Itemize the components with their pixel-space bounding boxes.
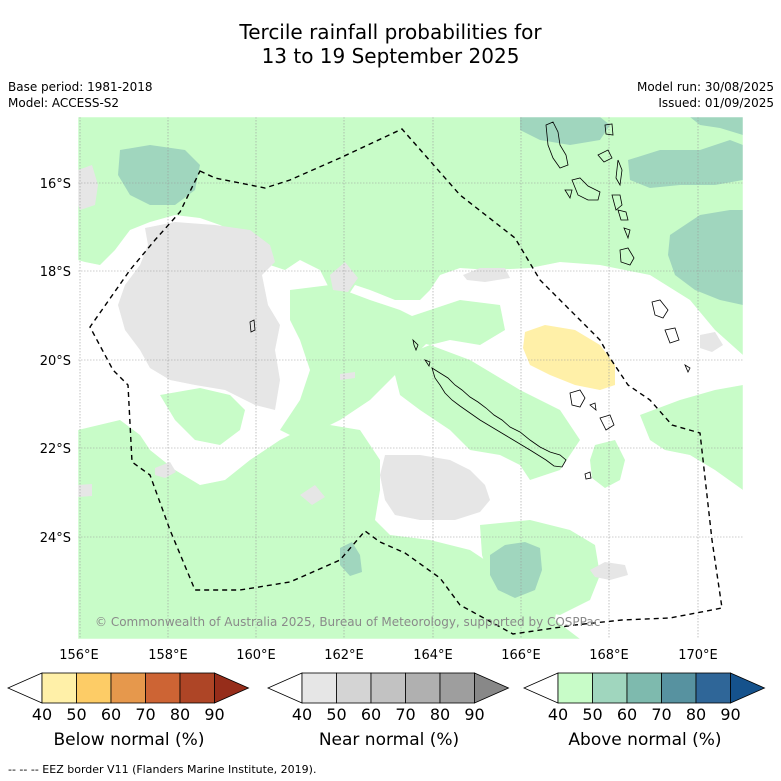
lon-label: 166°E [501, 648, 541, 663]
colorbar-cell [179, 672, 215, 704]
colorbar-extend-high [474, 672, 510, 704]
colorbar-cell [110, 672, 146, 704]
colorbar-cell [405, 672, 441, 704]
colorbar-label-below: Below normal (%) [53, 730, 205, 750]
colorbar-tick-label: 40 [548, 705, 568, 724]
colorbar-tick-label: 60 [617, 705, 637, 724]
lat-label: 20°S [40, 354, 71, 369]
coastlines [249, 121, 691, 480]
model-name: Model: ACCESS-S2 [8, 96, 120, 110]
colorbar-tick-label: 90 [720, 705, 740, 724]
lon-label: 162°E [324, 648, 364, 663]
colorbar-cell [661, 672, 697, 704]
lon-label: 160°E [236, 648, 276, 663]
colorbar-extend-low [523, 672, 559, 704]
colorbar-extend-high [730, 672, 766, 704]
colorbars: 40 50 60 70 80 90 40 50 60 70 80 90 40 50 60 70 80 90 [7, 672, 766, 724]
lat-label: 24°S [40, 531, 71, 546]
eez-border [89, 128, 723, 635]
colorbar: 40 50 60 70 80 90 [7, 672, 250, 724]
colorbar-tick-label: 40 [32, 705, 52, 724]
colorbar-extend-low [267, 672, 303, 704]
colorbar-cell [592, 672, 628, 704]
above-normal-60-regions [118, 117, 743, 598]
lon-label: 168°E [589, 648, 629, 663]
colorbar-tick-label: 60 [361, 705, 381, 724]
lon-label: 156°E [59, 648, 99, 663]
belep-coastline [412, 338, 431, 367]
colorbar-tick-label: 80 [430, 705, 450, 724]
eez-footnote: -- -- -- EEZ border V11 (Flanders Marine… [8, 763, 317, 776]
colorbar: 40 50 60 70 80 90 [267, 672, 510, 724]
vanuatu-south-coastline [651, 299, 691, 373]
near-normal-regions [78, 165, 723, 580]
colorbar-label-near: Near normal (%) [318, 730, 460, 750]
loyalty-islands-coastline [569, 389, 615, 431]
colorbar-cell [557, 672, 593, 704]
colorbar-label-above: Above normal (%) [568, 730, 722, 750]
isle-of-pines-coastline [584, 471, 592, 480]
base-period: Base period: 1981-2018 [8, 80, 153, 94]
colorbar-tick-label: 70 [135, 705, 155, 724]
lon-labels: 156°E 158°E 160°E 162°E 164°E 166°E 168°… [59, 648, 718, 663]
lon-label: 158°E [148, 648, 188, 663]
colorbar-tick-label: 90 [204, 705, 224, 724]
copyright-notice: © Commonwealth of Australia 2025, Bureau… [95, 615, 600, 629]
map-frame [77, 116, 744, 640]
colorbar-tick-label: 50 [582, 705, 602, 724]
graticule [78, 117, 743, 639]
new-caledonia-coastline [431, 367, 567, 468]
colorbar-tick-label: 90 [464, 705, 484, 724]
chesterfield-islands-coastline [249, 319, 256, 333]
colorbar-tick-label: 50 [326, 705, 346, 724]
colorbar-cell [145, 672, 181, 704]
lat-labels: 16°S 18°S 20°S 22°S 24°S [40, 177, 71, 546]
colorbar-extend-high [214, 672, 250, 704]
title-line-2: 13 to 19 September 2025 [261, 44, 520, 68]
colorbar-tick-label: 70 [395, 705, 415, 724]
colorbar: 40 50 60 70 80 90 [523, 672, 766, 724]
colorbar-tick-label: 60 [101, 705, 121, 724]
vanuatu-north-coastline [545, 121, 635, 266]
lat-label: 22°S [40, 442, 71, 457]
colorbar-tick-label: 80 [170, 705, 190, 724]
colorbar-cell [439, 672, 475, 704]
colorbar-cell [336, 672, 372, 704]
map-area [78, 117, 743, 639]
lat-label: 16°S [40, 177, 71, 192]
below-normal-regions [523, 325, 615, 390]
lon-label: 164°E [413, 648, 453, 663]
colorbar-cell [626, 672, 662, 704]
model-run: Model run: 30/08/2025 [636, 80, 774, 94]
lat-label: 18°S [40, 265, 71, 280]
colorbar-cell [695, 672, 731, 704]
colorbar-cell [301, 672, 337, 704]
lon-label: 170°E [678, 648, 718, 663]
title-line-1: Tercile rainfall probabilities for [239, 20, 542, 44]
colorbar-cell [370, 672, 406, 704]
issued-date: Issued: 01/09/2025 [658, 96, 774, 110]
colorbar-tick-label: 80 [686, 705, 706, 724]
colorbar-cell [76, 672, 112, 704]
colorbar-cell [41, 672, 77, 704]
colorbar-tick-label: 70 [651, 705, 671, 724]
colorbar-extend-low [7, 672, 43, 704]
colorbar-tick-label: 40 [292, 705, 312, 724]
colorbar-tick-label: 50 [66, 705, 86, 724]
